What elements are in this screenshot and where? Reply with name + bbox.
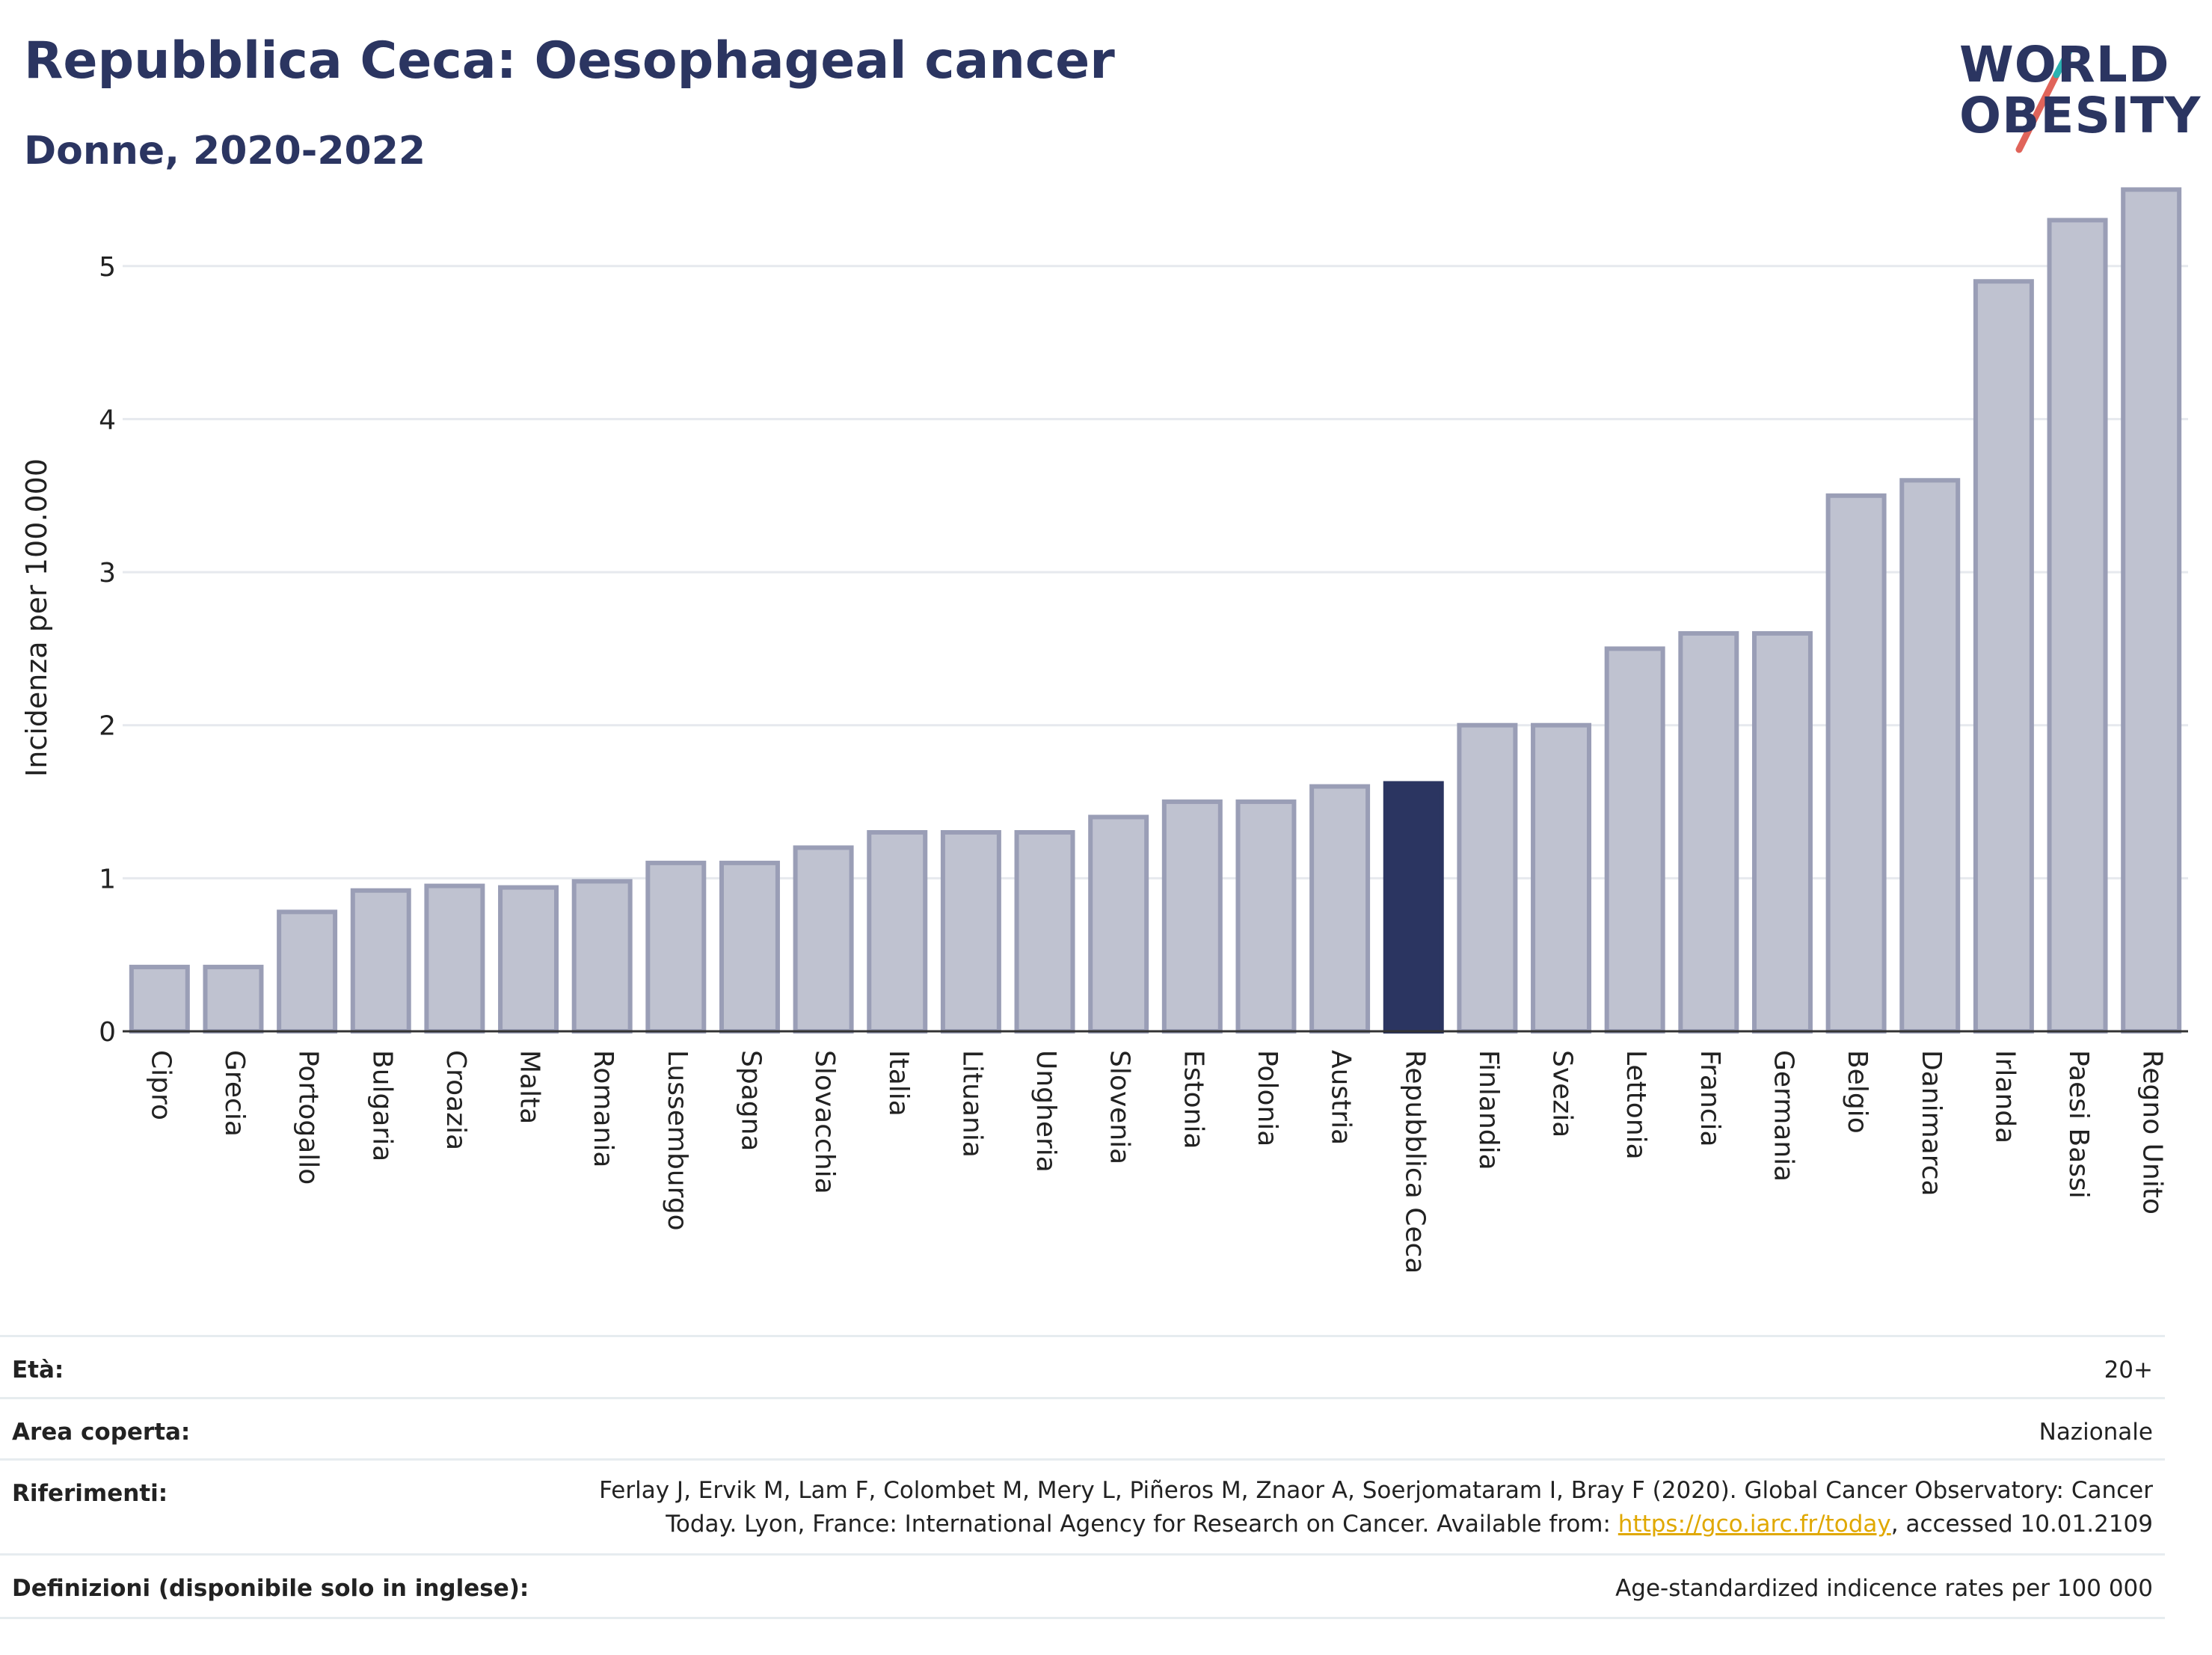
meta-row-age: Età: 20+	[0, 1335, 2165, 1397]
bars	[129, 187, 2182, 1034]
bar-bulgaria	[350, 888, 411, 1034]
x-tick-label: Cipro	[145, 1050, 176, 1120]
y-axis-label: Incidenza per 100.000	[20, 458, 53, 777]
bar-romania	[571, 879, 633, 1034]
bar-portogallo	[277, 909, 338, 1034]
meta-area-value: Nazionale	[2039, 1419, 2153, 1446]
x-tick-label: Finlandia	[1473, 1050, 1504, 1170]
meta-age-value: 20+	[2104, 1357, 2153, 1384]
x-tick-label: Slovacchia	[809, 1050, 840, 1194]
x-tick-label: Repubblica Ceca	[1399, 1050, 1430, 1274]
meta-row-area: Area coperta: Nazionale	[0, 1397, 2165, 1459]
x-tick-label: Slovenia	[1105, 1050, 1135, 1164]
bar-danimarca	[1899, 478, 1961, 1034]
y-tick-label: 0	[99, 1017, 116, 1048]
x-tick-label: Lettonia	[1620, 1050, 1651, 1160]
bar-spagna	[719, 860, 780, 1034]
meta-references-label: Riferimenti:	[12, 1480, 168, 1507]
bar-italia	[867, 829, 928, 1034]
bar-svezia	[1531, 722, 1592, 1034]
references-accessed: , accessed 10.01.2109	[1890, 1510, 2153, 1538]
x-tick-label: Regno Unito	[2137, 1050, 2168, 1215]
bar-croazia	[424, 883, 485, 1034]
meta-definitions-value: Age-standardized indicence rates per 100…	[1615, 1575, 2153, 1602]
meta-row-references: Riferimenti: Ferlay J, Ervik M, Lam F, C…	[0, 1458, 2165, 1553]
y-tick-label: 3	[99, 558, 116, 589]
y-tick-label: 5	[99, 252, 116, 283]
bar-paesi-bassi	[2047, 218, 2108, 1034]
meta-row-definitions: Definizioni (disponibile solo in inglese…	[0, 1553, 2165, 1619]
x-tick-label: Francia	[1695, 1050, 1725, 1147]
bar-lettonia	[1604, 646, 1665, 1034]
bar-slovacchia	[793, 845, 854, 1034]
x-tick-label: Portogallo	[293, 1050, 324, 1185]
x-tick-label: Lussemburgo	[662, 1050, 692, 1231]
logo-slash-icon	[2015, 46, 2074, 153]
bar-ungheria	[1014, 829, 1075, 1034]
bar-malta	[498, 885, 559, 1034]
x-tick-label: Ungheria	[1030, 1050, 1061, 1173]
bar-chart: 0 1 2 3 4 5 Cipro Grecia Portogallo Bulgaria Croa…	[20, 187, 2188, 1274]
meta-area-label: Area coperta:	[12, 1419, 191, 1446]
x-tick-label: Croazia	[440, 1050, 471, 1150]
y-tick-label: 4	[99, 405, 116, 435]
y-tick-label: 2	[99, 711, 116, 742]
x-tick-label: Spagna	[735, 1050, 766, 1152]
world-obesity-logo: WORLD OBESITY	[1944, 30, 2200, 157]
x-tick-label: Germania	[1768, 1050, 1798, 1182]
references-text: Today. Lyon, France: International Agenc…	[666, 1510, 1618, 1538]
x-tick-label: Belgio	[1842, 1050, 1872, 1134]
x-tick-labels: Cipro Grecia Portogallo Bulgaria Croazia Malt…	[145, 1050, 2167, 1274]
x-tick-label: Lituania	[956, 1050, 987, 1158]
bar-slovenia	[1088, 814, 1149, 1034]
bar-regno-unito	[2121, 187, 2182, 1034]
bar-lituania	[940, 829, 1001, 1034]
x-tick-label: Danimarca	[1916, 1050, 1947, 1197]
logo-text-obesity: OBESITY	[1959, 87, 2202, 144]
meta-definitions-label: Definizioni (disponibile solo in inglese…	[12, 1575, 529, 1602]
y-tick-labels: 0 1 2 3 4 5	[99, 252, 116, 1048]
x-tick-label: Irlanda	[1989, 1050, 2020, 1143]
references-line-1: Ferlay J, Ervik M, Lam F, Colombet M, Me…	[599, 1477, 2153, 1504]
x-tick-label: Paesi Bassi	[2063, 1050, 2094, 1199]
bar-repubblica-ceca	[1383, 781, 1444, 1034]
x-tick-label: Italia	[883, 1050, 914, 1117]
bar-estonia	[1161, 799, 1223, 1034]
x-tick-label: Austria	[1326, 1050, 1357, 1145]
bar-cipro	[129, 965, 190, 1034]
references-link[interactable]: https://gco.iarc.fr/today	[1617, 1510, 1891, 1538]
chart-subtitle: Donne, 2020-2022	[24, 129, 426, 174]
x-tick-label: Svezia	[1547, 1050, 1578, 1137]
bar-irlanda	[1973, 279, 2034, 1034]
x-tick-label: Malta	[514, 1050, 545, 1124]
meta-references-value: Ferlay J, Ervik M, Lam F, Colombet M, Me…	[599, 1474, 2153, 1541]
bar-austria	[1309, 784, 1371, 1034]
x-tick-label: Polonia	[1252, 1050, 1282, 1146]
chart-title: Repubblica Ceca: Oesophageal cancer	[24, 31, 1115, 90]
x-tick-label: Romania	[588, 1050, 618, 1167]
bar-belgio	[1825, 493, 1887, 1034]
logo-text-world: WORLD	[1959, 36, 2170, 93]
meta-age-label: Età:	[12, 1357, 64, 1384]
references-line-2: Today. Lyon, France: International Agenc…	[599, 1508, 2153, 1541]
x-tick-label: Bulgaria	[366, 1050, 397, 1161]
bar-francia	[1678, 630, 1739, 1034]
bar-lussemburgo	[645, 860, 707, 1034]
bar-grecia	[203, 965, 264, 1034]
x-tick-label: Estonia	[1178, 1050, 1208, 1149]
x-tick-label: Grecia	[219, 1050, 250, 1137]
y-tick-label: 1	[99, 864, 116, 894]
bar-finlandia	[1457, 722, 1518, 1034]
bar-germania	[1751, 630, 1813, 1034]
bar-polonia	[1235, 799, 1297, 1034]
